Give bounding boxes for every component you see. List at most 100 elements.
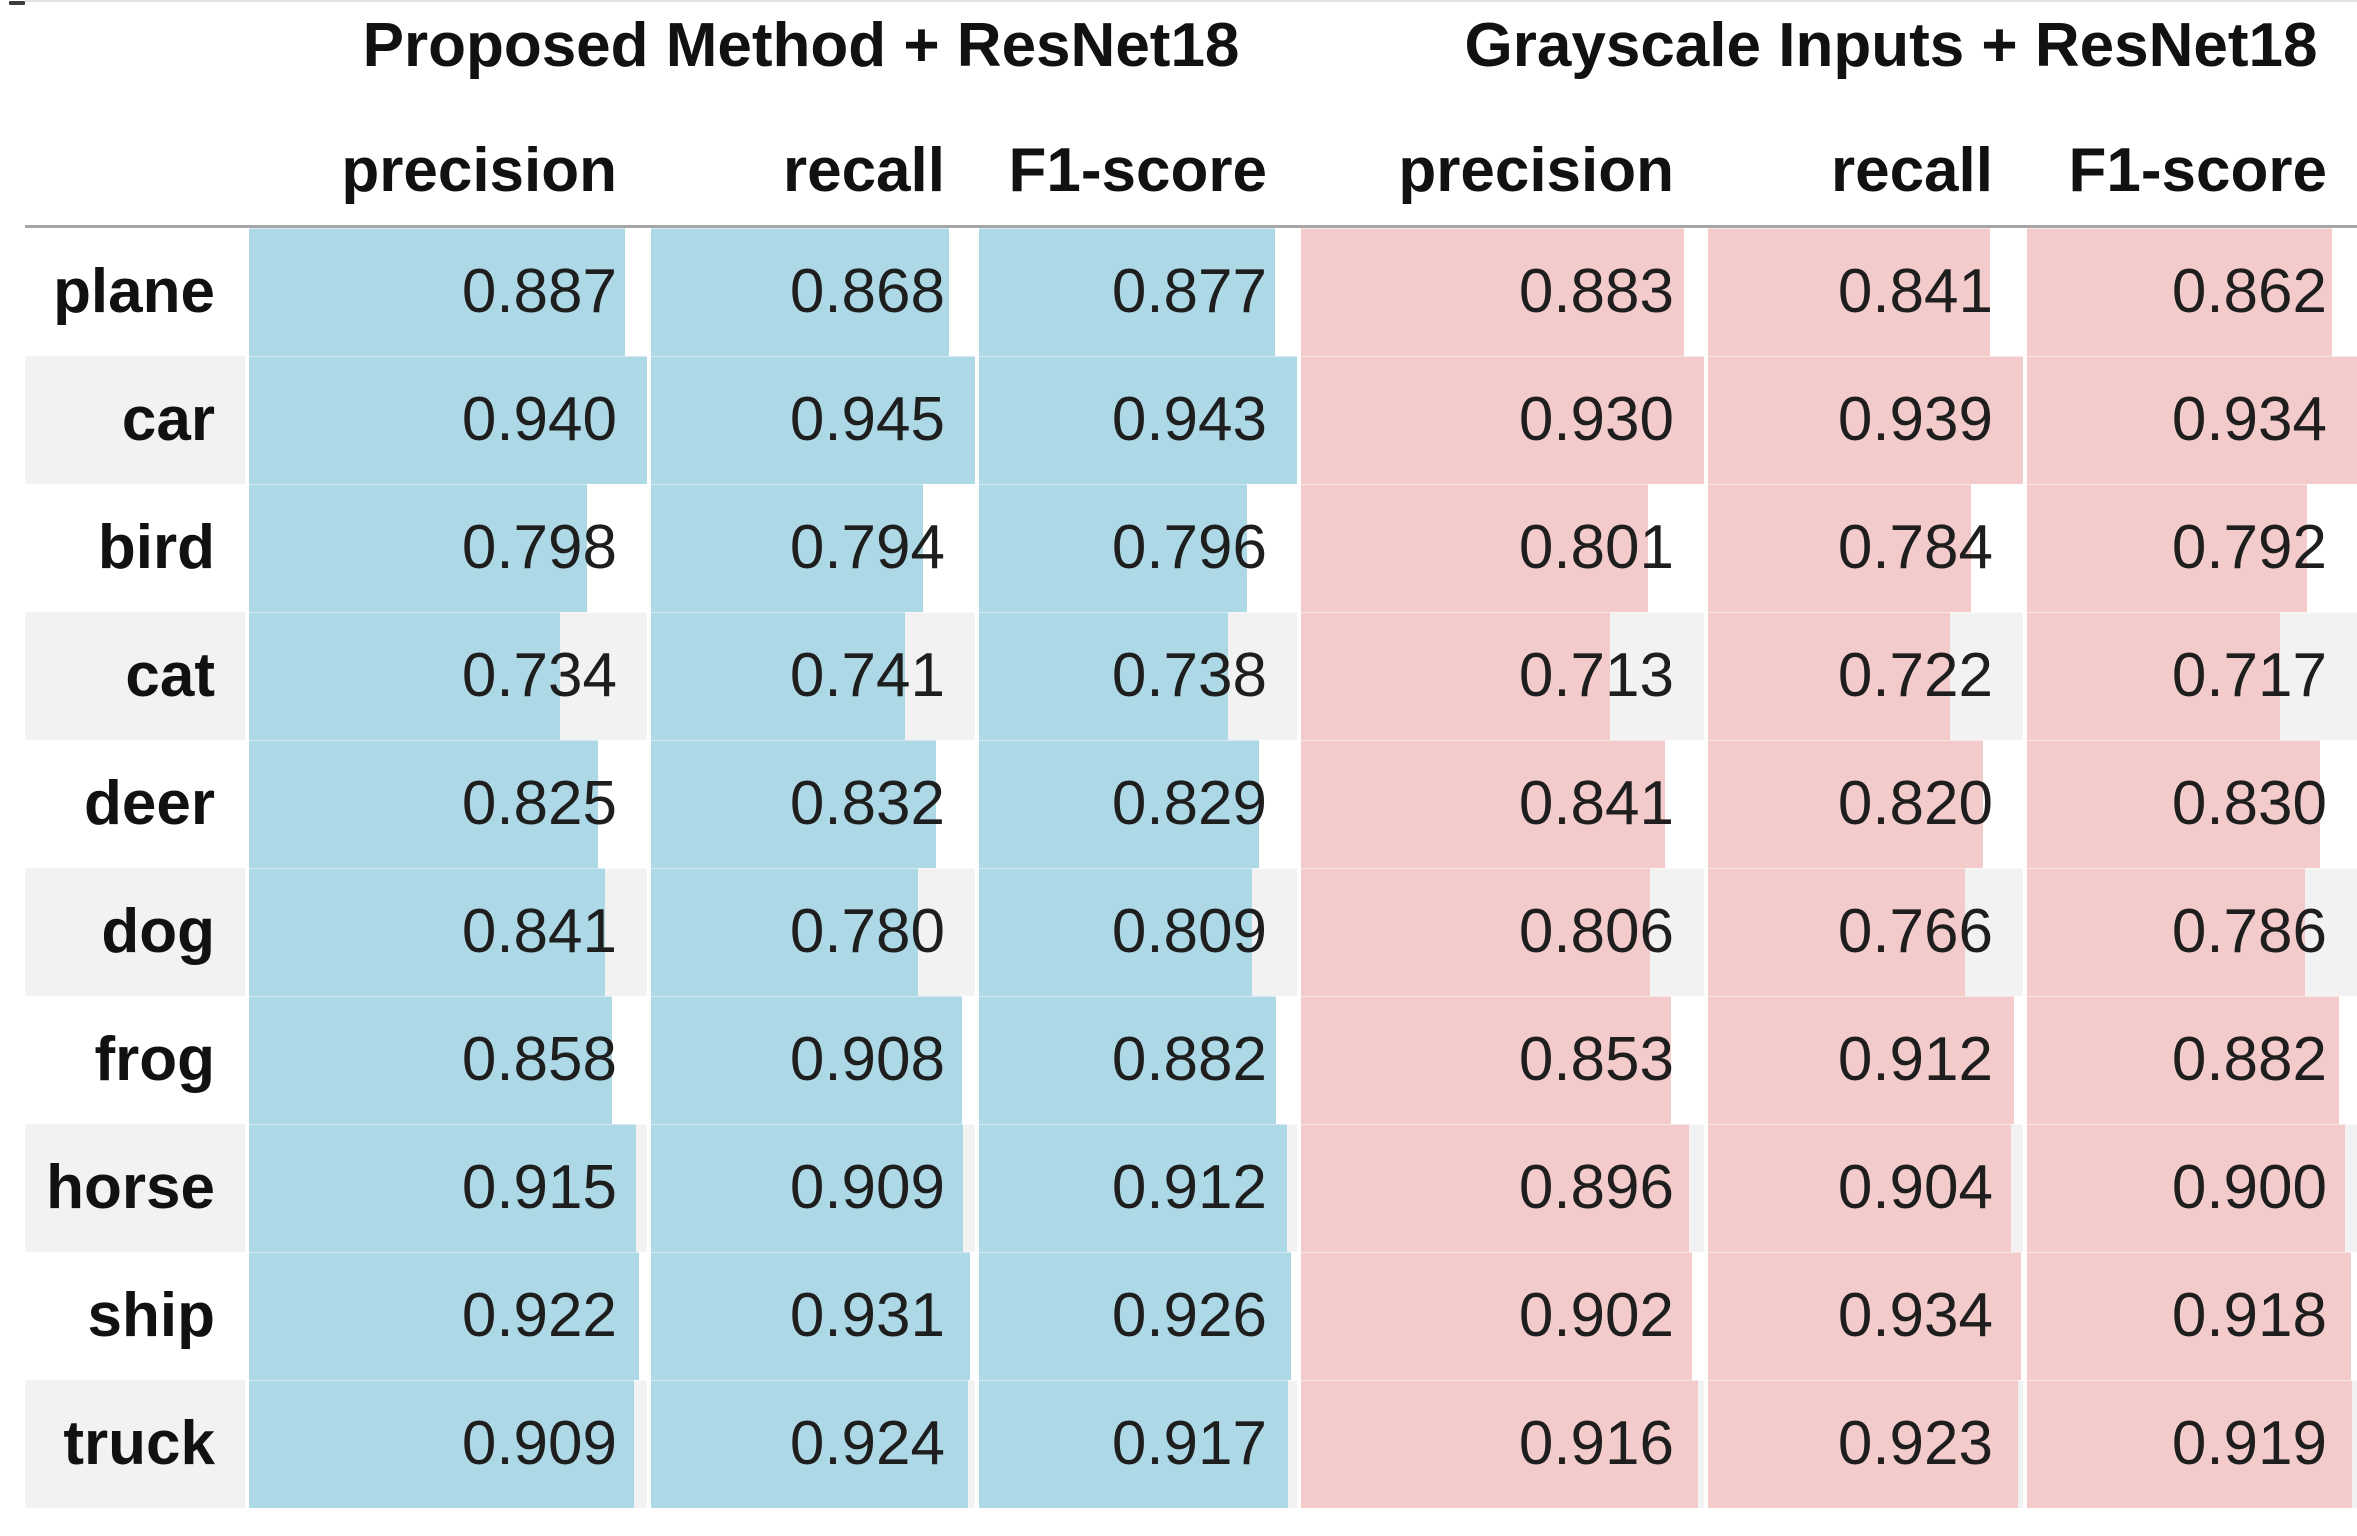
metric-cell: 0.934 [1704, 1252, 2023, 1380]
metric-cell: 0.798 [245, 484, 647, 612]
metric-value: 0.918 [2171, 1281, 2327, 1350]
row-label-column-header [25, 90, 245, 228]
column-header-precision-proposed: precision [245, 90, 647, 228]
value-bar [651, 996, 963, 1124]
metric-value: 0.908 [789, 1025, 945, 1094]
column-header-recall-proposed: recall [647, 90, 975, 228]
metric-value: 0.738 [1111, 641, 1267, 710]
corner-spacer [25, 2, 245, 90]
value-bar [2027, 1252, 2352, 1380]
value-bar [651, 1252, 971, 1380]
row-label-cat: cat [25, 612, 245, 740]
metric-cell: 0.934 [2023, 356, 2357, 484]
metric-value: 0.868 [789, 257, 945, 326]
value-bar [1301, 228, 1684, 356]
metric-cell: 0.829 [975, 740, 1297, 868]
value-bar [2027, 356, 2357, 484]
row-label-frog: frog [25, 996, 245, 1124]
metric-value: 0.923 [1837, 1409, 1993, 1478]
metric-cell: 0.908 [647, 996, 975, 1124]
metric-cell: 0.939 [1704, 356, 2023, 484]
metric-value: 0.722 [1837, 641, 1993, 710]
value-bar [249, 228, 625, 356]
metric-value: 0.858 [461, 1025, 617, 1094]
value-bar [651, 484, 924, 612]
metric-value: 0.896 [1518, 1153, 1674, 1222]
metric-cell: 0.713 [1297, 612, 1704, 740]
metric-value: 0.798 [461, 513, 617, 582]
value-bar [249, 996, 613, 1124]
row-label-ship: ship [25, 1252, 245, 1380]
column-header-recall-grayscale: recall [1704, 90, 2023, 228]
value-bar [651, 228, 949, 356]
metric-cell: 0.882 [975, 996, 1297, 1124]
value-bar [979, 996, 1277, 1124]
metric-cell: 0.806 [1297, 868, 1704, 996]
value-bar [2027, 868, 2305, 996]
column-header-f1-grayscale: F1-score [2023, 90, 2357, 228]
metric-value: 0.940 [461, 385, 617, 454]
metric-cell: 0.882 [2023, 996, 2357, 1124]
metric-cell: 0.862 [2023, 228, 2357, 356]
metric-cell: 0.766 [1704, 868, 2023, 996]
value-bar [979, 1380, 1289, 1508]
value-bar [1708, 868, 1965, 996]
metric-value: 0.926 [1111, 1281, 1267, 1350]
value-bar [249, 1252, 640, 1380]
column-header-f1-proposed: F1-score [975, 90, 1297, 228]
metric-cell: 0.924 [647, 1380, 975, 1508]
metrics-table: Proposed Method + ResNet18 Grayscale Inp… [25, 0, 2357, 1510]
metric-cell: 0.801 [1297, 484, 1704, 612]
row-label-plane: plane [25, 228, 245, 356]
metric-value: 0.909 [461, 1409, 617, 1478]
metric-value: 0.934 [2171, 385, 2327, 454]
metric-value: 0.900 [2171, 1153, 2327, 1222]
metric-cell: 0.784 [1704, 484, 2023, 612]
metric-cell: 0.841 [245, 868, 647, 996]
metric-value: 0.945 [789, 385, 945, 454]
metric-cell: 0.931 [647, 1252, 975, 1380]
metric-cell: 0.917 [975, 1380, 1297, 1508]
metric-value: 0.809 [1111, 897, 1267, 966]
value-bar [1301, 868, 1651, 996]
metric-value: 0.930 [1518, 385, 1674, 454]
metric-value: 0.934 [1837, 1281, 1993, 1350]
metric-value: 0.841 [1837, 257, 1993, 326]
metric-cell: 0.919 [2023, 1380, 2357, 1508]
metric-cell: 0.830 [2023, 740, 2357, 868]
metric-cell: 0.926 [975, 1252, 1297, 1380]
value-bar [2027, 228, 2332, 356]
metric-cell: 0.820 [1704, 740, 2023, 868]
value-bar [651, 1380, 968, 1508]
metric-cell: 0.915 [245, 1124, 647, 1252]
metric-value: 0.882 [1111, 1025, 1267, 1094]
group-title-proposed-method: Proposed Method + ResNet18 [362, 11, 1240, 80]
value-bar [2027, 484, 2307, 612]
value-bar [2027, 1124, 2345, 1252]
metric-value: 0.841 [1518, 769, 1674, 838]
metric-cell: 0.853 [1297, 996, 1704, 1124]
metric-cell: 0.786 [2023, 868, 2357, 996]
metric-value: 0.915 [461, 1153, 617, 1222]
metrics-grid: Proposed Method + ResNet18 Grayscale Inp… [25, 2, 2357, 1508]
metric-cell: 0.868 [647, 228, 975, 356]
screen-edge-artifact [9, 1, 25, 5]
metric-value: 0.919 [2171, 1409, 2327, 1478]
metric-cell: 0.734 [245, 612, 647, 740]
metric-value: 0.734 [461, 641, 617, 710]
metric-value: 0.717 [2171, 641, 2327, 710]
value-bar [249, 1380, 634, 1508]
metric-cell: 0.883 [1297, 228, 1704, 356]
metric-value: 0.916 [1518, 1409, 1674, 1478]
metric-cell: 0.796 [975, 484, 1297, 612]
value-bar [1301, 996, 1671, 1124]
value-bar [1301, 740, 1666, 868]
metric-cell: 0.943 [975, 356, 1297, 484]
value-bar [1301, 612, 1610, 740]
value-bar [979, 1252, 1292, 1380]
metric-value: 0.825 [461, 769, 617, 838]
metric-cell: 0.912 [1704, 996, 2023, 1124]
value-bar [1708, 1252, 2022, 1380]
metric-value: 0.912 [1111, 1153, 1267, 1222]
row-label-truck: truck [25, 1380, 245, 1508]
